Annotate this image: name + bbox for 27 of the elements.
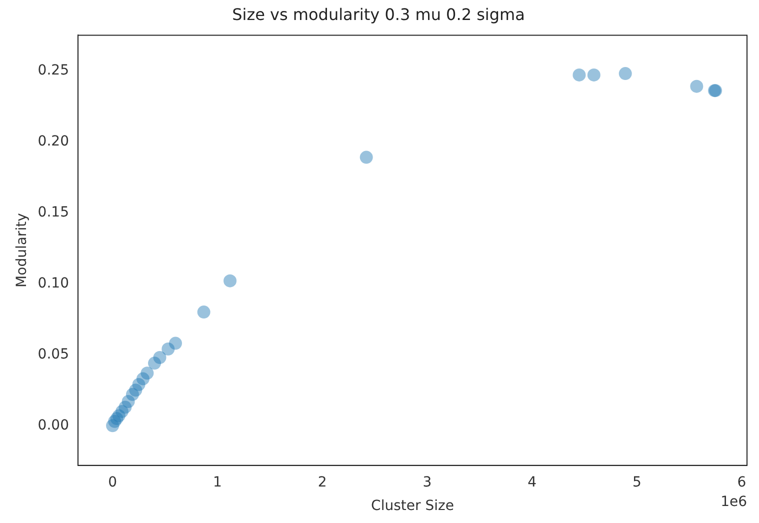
y-tick-label: 0.00 [38, 417, 69, 434]
x-tick-label: 1 [212, 474, 222, 490]
x-tick-label: 6 [737, 474, 746, 490]
point [572, 68, 586, 82]
point [153, 350, 166, 364]
chart-title: Size vs modularity 0.3 mu 0.2 sigma [232, 4, 525, 24]
point [587, 68, 600, 82]
y-tick-label: 0.25 [38, 62, 69, 78]
x-tick-label: 4 [528, 474, 537, 490]
point [197, 306, 210, 319]
point [168, 336, 182, 350]
x-tick-label: 0 [108, 474, 118, 490]
point [618, 67, 632, 80]
x-tick-label: 5 [632, 474, 642, 490]
y-tick-label: 0.05 [38, 346, 69, 362]
point [140, 366, 154, 380]
text: 1e6 [720, 494, 748, 510]
point [690, 80, 704, 93]
y-tick-label: 0.10 [38, 275, 69, 292]
y-tick-label: 0.15 [38, 204, 69, 220]
x-tick-label: 2 [318, 474, 327, 490]
y-tick-label: 0.20 [38, 133, 69, 150]
x-tick-label: 3 [422, 474, 432, 490]
y-axis-title: Modularity [14, 213, 30, 288]
x-axis-title: Cluster Size [371, 498, 454, 514]
point [224, 274, 237, 288]
point [360, 150, 373, 164]
